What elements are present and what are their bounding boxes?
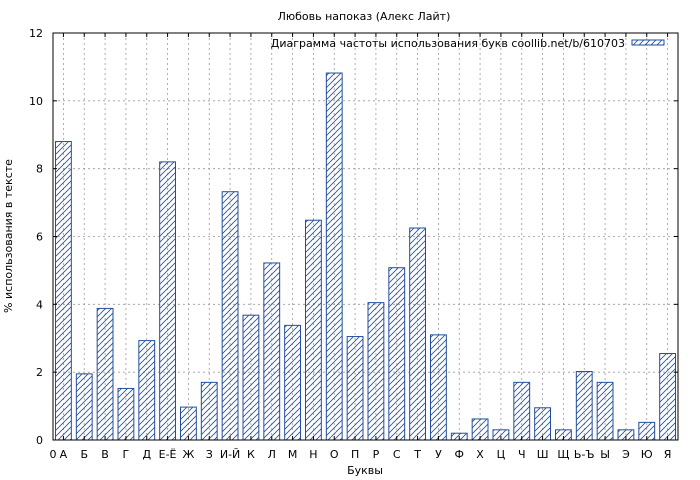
bar-17 bbox=[388, 267, 406, 440]
y-tick-label: 10 bbox=[29, 95, 43, 108]
x-tick-label: Ф bbox=[455, 448, 464, 461]
bar-6 bbox=[159, 161, 177, 440]
y-axis: 0 2 4 6 8 10 12 bbox=[29, 27, 678, 447]
bar-7 bbox=[180, 406, 197, 440]
x-tick-label: Щ bbox=[557, 448, 569, 461]
x-tick-label: Э bbox=[622, 448, 630, 461]
x-tick-label: З bbox=[206, 448, 213, 461]
bar-28 bbox=[617, 429, 635, 440]
bar-8 bbox=[200, 381, 218, 440]
x-tick-label: Т bbox=[413, 448, 421, 461]
x-axis: 0 А Б В Г Д Е-Ё Ж З И-Й К Л М Н О П Р С Т У Ф Х Ц Ч Ш Щ Ь-Ъ Ы Э Ю Я bbox=[50, 33, 672, 461]
x-axis-label: Буквы bbox=[347, 464, 383, 477]
x-tick-label: Л bbox=[268, 448, 276, 461]
x-tick-label: К bbox=[247, 448, 255, 461]
bar-1 bbox=[55, 141, 72, 440]
x-tick-label: А bbox=[60, 448, 68, 461]
x-tick-label: Ш bbox=[537, 448, 549, 461]
bar-18 bbox=[409, 227, 426, 440]
bar-2 bbox=[75, 373, 93, 440]
bar-15 bbox=[346, 336, 364, 440]
x-tick-label: М bbox=[288, 448, 298, 461]
x-tick-label: Д bbox=[142, 448, 151, 461]
x-tick-label: Н bbox=[309, 448, 317, 461]
x-tick-label: У bbox=[435, 448, 442, 461]
bar-29 bbox=[638, 421, 656, 440]
bar-23 bbox=[513, 381, 531, 440]
x-tick-label: Ж bbox=[182, 448, 194, 461]
bar-19 bbox=[430, 334, 447, 440]
bar-22 bbox=[492, 429, 510, 440]
x-tick-label: Ю bbox=[641, 448, 653, 461]
y-axis-label: % использования в тексте bbox=[2, 159, 15, 313]
bar-25 bbox=[555, 429, 572, 440]
legend-label: Диаграмма частоты использования букв coo… bbox=[271, 37, 625, 50]
x-tick-label: Р bbox=[373, 448, 380, 461]
bar-24 bbox=[534, 407, 552, 440]
x-tick-label: Е-Ё bbox=[159, 448, 177, 461]
y-tick-label: 6 bbox=[36, 231, 43, 244]
bar-21 bbox=[471, 418, 489, 440]
legend-swatch bbox=[631, 39, 665, 46]
x-tick-label: Г bbox=[123, 448, 130, 461]
bar-3 bbox=[96, 307, 114, 440]
bar-13 bbox=[305, 219, 322, 440]
x-tick-label: Ы bbox=[600, 448, 610, 461]
bar-4 bbox=[117, 387, 135, 440]
x-tick-label: Я bbox=[664, 448, 672, 461]
bar-9 bbox=[221, 191, 239, 440]
x-tick-label: Ц bbox=[497, 448, 506, 461]
x-tick-label: П bbox=[351, 448, 359, 461]
x-tick-label: С bbox=[393, 448, 401, 461]
x-tick-label: Ь-Ъ bbox=[574, 448, 595, 461]
x-tick-label: О bbox=[330, 448, 339, 461]
chart-title: Любовь напоказ (Алекс Лайт) bbox=[278, 10, 451, 23]
bar-14 bbox=[325, 72, 343, 440]
grid bbox=[53, 33, 678, 440]
bars bbox=[55, 72, 677, 440]
y-tick-label: 4 bbox=[36, 298, 43, 311]
legend: Диаграмма частоты использования букв coo… bbox=[271, 37, 665, 50]
y-tick-label: 2 bbox=[36, 366, 43, 379]
bar-10 bbox=[242, 314, 260, 440]
bar-11 bbox=[263, 262, 281, 440]
x-tick-label: И-Й bbox=[220, 448, 240, 461]
y-tick-label: 12 bbox=[29, 27, 43, 40]
x-tick-label: 0 bbox=[50, 448, 57, 461]
bar-5 bbox=[138, 340, 156, 440]
bar-16 bbox=[367, 302, 385, 440]
x-tick-label: Б bbox=[80, 448, 88, 461]
bar-26 bbox=[575, 370, 593, 440]
x-tick-label: Ч bbox=[518, 448, 526, 461]
y-tick-label: 8 bbox=[36, 163, 43, 176]
x-tick-label: В bbox=[101, 448, 109, 461]
bar-12 bbox=[284, 324, 301, 440]
y-tick-label: 0 bbox=[36, 434, 43, 447]
bar-30 bbox=[659, 353, 677, 440]
bar-27 bbox=[596, 381, 614, 440]
x-tick-label: Х bbox=[476, 448, 484, 461]
